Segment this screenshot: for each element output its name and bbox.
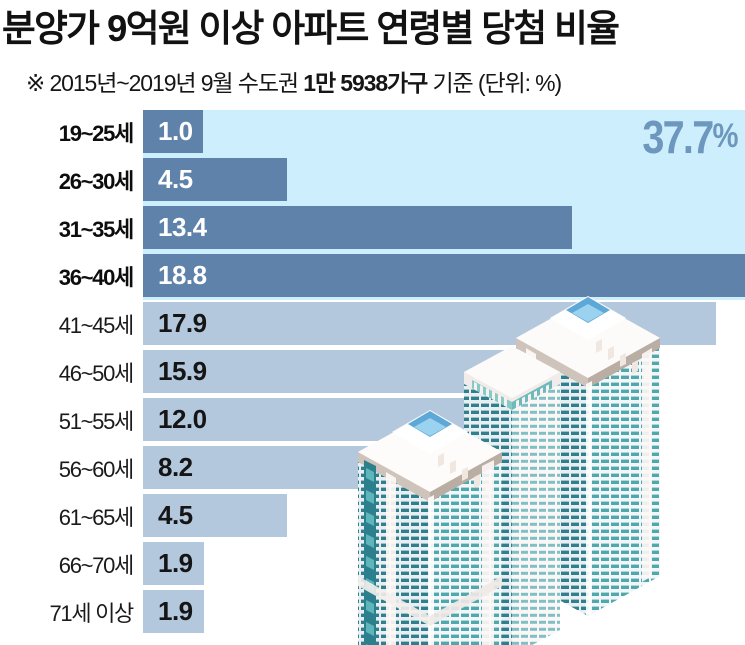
bar-value-label: 15.9 — [158, 356, 207, 386]
bar-value-label: 1.9 — [158, 596, 193, 626]
bar — [143, 254, 745, 297]
bar-chart: 37.7% 19~25세 1.0 26~30세 4.5 31~35세 13.4 36~40세… — [0, 108, 745, 645]
bar — [143, 542, 204, 585]
bar-row: 36~40세 18.8 — [0, 254, 745, 297]
bar-value-label: 17.9 — [158, 308, 207, 338]
subtitle-pre: ※ 2015년~2019년 9월 수도권 — [26, 70, 304, 96]
bar-row-label: 66~70세 — [58, 552, 135, 578]
bar — [143, 158, 287, 201]
bar-row-label: 26~30세 — [58, 168, 135, 194]
bar — [143, 494, 287, 537]
subtitle: ※ 2015년~2019년 9월 수도권 1만 5938가구 기준 (단위: %… — [26, 64, 744, 98]
bar-row-label: 19~25세 — [58, 120, 135, 146]
callout-unit: % — [712, 117, 739, 155]
bar-value-label: 13.4 — [158, 212, 207, 242]
bar-row-label: 61~65세 — [58, 504, 135, 530]
bar-value-label: 4.5 — [158, 164, 193, 194]
bar-row-label: 31~35세 — [58, 216, 135, 242]
bar-row: 61~65세 4.5 — [0, 494, 745, 537]
bar-row: 31~35세 13.4 — [0, 206, 745, 249]
bar-row-label: 46~50세 — [58, 360, 135, 386]
bar-row-label: 36~40세 — [58, 264, 135, 290]
bar-row-label: 51~55세 — [58, 408, 135, 434]
bar — [143, 110, 203, 153]
bar-value-label: 1.9 — [158, 548, 193, 578]
isometric-apartment-towers-illustration — [358, 296, 660, 645]
bar-value-label: 18.8 — [158, 260, 207, 290]
bar-value-label: 4.5 — [158, 500, 193, 530]
subtitle-households: 1만 5938가구 — [303, 70, 428, 96]
bar-row: 19~25세 1.0 — [0, 110, 745, 153]
bar-value-label: 12.0 — [158, 404, 207, 434]
bar-row: 71세 이상 1.9 — [0, 590, 745, 633]
bar — [143, 206, 572, 249]
callout-value: 37.7 — [642, 111, 715, 163]
subtitle-post: 기준 (단위: %) — [427, 70, 562, 96]
bar — [143, 590, 204, 633]
callout-percentage: 37.7% — [642, 111, 739, 163]
bar-row-label: 56~60세 — [58, 456, 135, 482]
bar-value-label: 8.2 — [158, 452, 193, 482]
bar-row-label: 41~45세 — [58, 312, 135, 338]
page-title: 분양가 9억원 이상 아파트 연령별 당첨 비율 — [2, 8, 620, 49]
bar-value-label: 1.0 — [158, 116, 193, 146]
bar-row: 26~30세 4.5 — [0, 158, 745, 201]
bar-row-label: 71세 이상 — [49, 600, 134, 626]
bar-row: 66~70세 1.9 — [0, 542, 745, 585]
